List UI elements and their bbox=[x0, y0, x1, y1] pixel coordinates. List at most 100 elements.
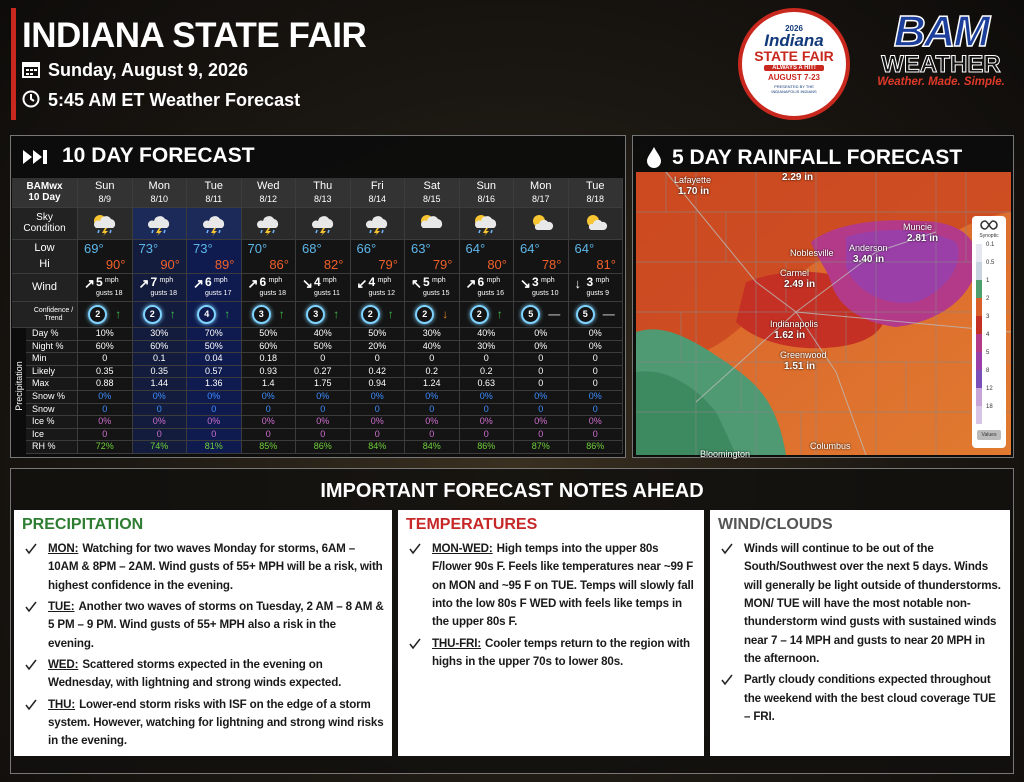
confidence: 4 bbox=[197, 305, 217, 324]
precip-cell: 1.36 bbox=[187, 378, 242, 391]
day-name: Fri bbox=[370, 180, 384, 192]
row-label: Min bbox=[26, 353, 78, 366]
map-legend: Synoptic 0.1 0.5 1 2 3 4 5 8 12 18 Values bbox=[972, 216, 1006, 448]
weather-icon bbox=[257, 215, 279, 236]
rain bbox=[206, 229, 221, 233]
wind-speed: 6 bbox=[259, 275, 267, 289]
check-icon bbox=[409, 638, 421, 649]
wind-gusts: gusts 16 bbox=[477, 290, 504, 297]
precip-cell: 0 bbox=[405, 403, 460, 417]
wind-dir: ↗ bbox=[193, 276, 204, 291]
check-icon bbox=[721, 674, 733, 686]
bolt bbox=[374, 227, 381, 236]
legend-button[interactable]: Values bbox=[977, 430, 1001, 440]
day-date: 8/17 bbox=[531, 193, 550, 204]
day-date: 8/10 bbox=[150, 193, 169, 204]
temp-cell: 64° 81° bbox=[568, 240, 623, 274]
confidence-cell: 5— bbox=[514, 302, 569, 328]
trend: ↑ bbox=[278, 307, 285, 322]
city-label: Bloomington bbox=[700, 449, 750, 460]
precip-cell: 60% bbox=[78, 340, 133, 354]
rainfall-title: 5 DAY RAINFALL FORECAST bbox=[672, 146, 963, 169]
wind-unit: mph bbox=[105, 277, 119, 284]
note-text: Scattered storms expected in the evening… bbox=[48, 657, 342, 690]
legend-value: 18 bbox=[986, 404, 993, 410]
cloud bbox=[93, 215, 115, 228]
precip-cell: 0.2 bbox=[405, 365, 460, 379]
precip-cell: 86% bbox=[296, 441, 351, 454]
sky-cell bbox=[350, 208, 405, 240]
city-name: Carmel bbox=[780, 268, 810, 278]
note-text: High temps into the upper 80s F/lower 90… bbox=[432, 542, 694, 629]
wind-unit: mph bbox=[541, 277, 555, 284]
row-label: Sky Condition bbox=[12, 208, 78, 240]
precip-cell: 0% bbox=[187, 416, 242, 429]
wind-dir: ↓ bbox=[574, 276, 582, 291]
precip-cell: 1.24 bbox=[405, 378, 460, 391]
day-header: Sun 8/16 bbox=[459, 178, 514, 208]
day-date: 8/16 bbox=[477, 193, 496, 204]
wind-gusts: gusts 10 bbox=[532, 290, 559, 297]
high-temp: 90° bbox=[105, 257, 126, 273]
weather-icon bbox=[366, 215, 388, 236]
precip-cell: 50% bbox=[350, 328, 405, 341]
day-name: Tue bbox=[585, 180, 605, 192]
precip-cell: 0% bbox=[568, 340, 623, 354]
subtitle: 5:45 AM ET Weather Forecast bbox=[48, 90, 301, 110]
wind-cell: ↖ 5 mph gusts 15 bbox=[405, 274, 460, 302]
precip-cell: 70% bbox=[187, 328, 242, 341]
wind-gusts: gusts 18 bbox=[259, 290, 286, 297]
precip-cell: 0% bbox=[568, 416, 623, 429]
day-header: Mon 8/17 bbox=[514, 178, 569, 208]
precip-cell: 0.35 bbox=[78, 365, 133, 379]
day-date: 8/14 bbox=[368, 193, 387, 204]
note-column: WIND/CLOUDS Winds will continue to be out… bbox=[710, 510, 1010, 756]
day-name: Sat bbox=[423, 180, 440, 192]
rain bbox=[369, 229, 384, 233]
weather-icon bbox=[148, 215, 170, 236]
wind-gusts: gusts 18 bbox=[96, 290, 123, 297]
date: Sunday, August 9, 2026 bbox=[48, 60, 249, 80]
day-header: Tue 8/18 bbox=[568, 178, 623, 208]
precip-cell: 87% bbox=[514, 441, 569, 454]
cloud bbox=[475, 215, 497, 228]
bolt bbox=[101, 227, 108, 236]
low-temp: 69° bbox=[84, 241, 104, 256]
legend-value: 2 bbox=[986, 296, 990, 302]
precip-cell: 0.88 bbox=[78, 378, 133, 391]
note-text: Watching for two waves Monday for storms… bbox=[48, 542, 383, 592]
precip-cell: 0 bbox=[459, 403, 514, 417]
brand-logo: BAM WEATHER Weather. Made. Simple. bbox=[868, 9, 1014, 100]
rain bbox=[260, 229, 275, 233]
precip-cell: 0% bbox=[514, 340, 569, 354]
precip-cell: 0 bbox=[296, 403, 351, 417]
low-temp: 64° bbox=[520, 241, 540, 256]
precip-cell: 30% bbox=[459, 340, 514, 354]
row-label: Night % bbox=[26, 340, 78, 354]
precip-cell: 0% bbox=[459, 391, 514, 404]
confidence-cell: 2 ↑ bbox=[459, 302, 514, 328]
temp-cell: 64° 80° bbox=[459, 240, 514, 274]
wind-dir: ↖ bbox=[411, 276, 422, 291]
note-text: Another two waves of storms on Tuesday, … bbox=[48, 599, 384, 650]
wind-cell: ↘ 3 mph gusts 10 bbox=[514, 274, 569, 302]
check bbox=[721, 543, 733, 555]
day-date: 8/9 bbox=[98, 193, 111, 204]
check bbox=[25, 601, 37, 613]
day-date: 8/12 bbox=[259, 193, 278, 204]
row-label: RH % bbox=[26, 441, 78, 454]
precip-cell: 0 bbox=[296, 353, 351, 366]
legend-swatch bbox=[976, 352, 982, 370]
city-label: Columbus bbox=[810, 441, 851, 452]
day-date: 8/15 bbox=[422, 193, 441, 204]
rain bbox=[478, 229, 493, 233]
temp-cell: 66° 79° bbox=[350, 240, 405, 274]
sky-cell bbox=[514, 208, 569, 240]
sky-cell bbox=[78, 208, 133, 240]
precip-cell: 0 bbox=[187, 403, 242, 417]
precip-cell: 0 bbox=[514, 378, 569, 391]
precip-cell: 0% bbox=[514, 416, 569, 429]
rain bbox=[315, 229, 330, 233]
low-temp: 68° bbox=[302, 241, 322, 256]
page-title: INDIANA STATE FAIR bbox=[22, 16, 367, 55]
